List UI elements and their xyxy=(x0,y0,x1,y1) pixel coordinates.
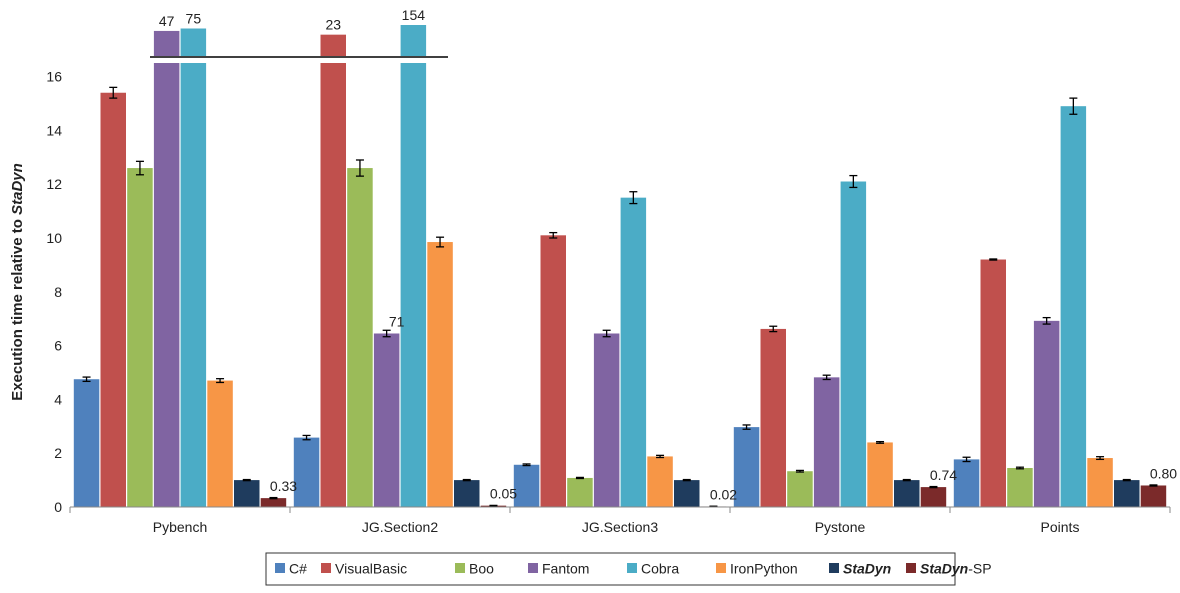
bar xyxy=(1060,106,1087,507)
category-label: JG.Section2 xyxy=(362,519,438,535)
legend-swatch xyxy=(321,563,331,573)
legend-label: Fantom xyxy=(542,561,589,577)
bar xyxy=(867,442,893,507)
bar xyxy=(733,427,760,507)
legend-swatch xyxy=(528,563,538,573)
bar xyxy=(153,63,180,507)
bar xyxy=(620,197,647,507)
legend-swatch xyxy=(716,563,726,573)
truncated-bar-stub xyxy=(180,28,207,56)
bar xyxy=(1033,320,1060,507)
legend-label-suffix: -SP xyxy=(968,561,991,577)
bar xyxy=(1114,480,1140,507)
legend-label: Boo xyxy=(469,561,494,577)
legend-label: StaDyn xyxy=(843,561,891,577)
bar xyxy=(920,487,947,507)
category-label: Points xyxy=(1041,519,1080,535)
y-axis-title-text: Execution time relative to xyxy=(9,219,26,401)
legend-swatch xyxy=(455,563,465,573)
data-label: 47 xyxy=(159,13,175,29)
legend-label: Cobra xyxy=(641,561,679,577)
bar xyxy=(567,477,593,507)
category-label: JG.Section3 xyxy=(582,519,658,535)
y-tick-label: 16 xyxy=(46,69,62,85)
y-tick-label: 12 xyxy=(46,176,62,192)
bar xyxy=(953,459,980,507)
legend-swatch xyxy=(627,563,637,573)
bar xyxy=(674,480,700,507)
data-label: 0.74 xyxy=(930,467,957,483)
bar xyxy=(207,380,233,507)
y-axis-title: Execution time relative to StaDyn xyxy=(9,163,26,401)
category-label: Pybench xyxy=(153,519,207,535)
bars-layer xyxy=(73,63,1167,508)
y-tick-label: 8 xyxy=(54,284,62,300)
bar xyxy=(894,480,920,507)
bar xyxy=(454,480,480,507)
y-tick-label: 14 xyxy=(46,122,62,138)
legend-swatch xyxy=(906,563,916,573)
bar xyxy=(293,437,320,507)
data-label: 71 xyxy=(389,313,405,329)
legend: C# VisualBasic Boo Fantom Cobra IronPython Sta… xyxy=(265,552,992,586)
legend-swatch xyxy=(829,563,839,573)
legend-label: IronPython xyxy=(730,561,798,577)
legend-label-prefix: StaDyn xyxy=(920,561,968,577)
bar xyxy=(540,235,566,507)
data-label: 23 xyxy=(325,17,341,33)
bar xyxy=(1007,467,1033,507)
category-label: Pystone xyxy=(815,519,866,535)
bar xyxy=(1087,458,1113,507)
truncated-bars-layer xyxy=(150,25,448,58)
bar xyxy=(760,328,786,507)
data-label: 154 xyxy=(402,7,426,23)
bar xyxy=(73,379,100,507)
legend-label: C# xyxy=(289,561,307,577)
data-label: 0.02 xyxy=(710,486,737,502)
data-label: 75 xyxy=(186,10,202,26)
y-axis-title-emphasis: StaDyn xyxy=(9,163,26,215)
y-tick-label: 0 xyxy=(54,499,62,515)
bar xyxy=(400,63,427,507)
data-label: 0.05 xyxy=(490,486,517,502)
legend-label: VisualBasic xyxy=(335,561,407,577)
truncated-bar-stub xyxy=(320,34,346,56)
bar xyxy=(813,377,840,507)
annotations-layer: 47 75 0.33 23 71 154 0.05 0.02 0.74 0.80 xyxy=(159,7,1177,502)
bar xyxy=(513,464,540,507)
truncated-bar-stub xyxy=(400,25,427,56)
y-axis: 0 2 4 6 8 10 12 14 16 xyxy=(46,69,62,515)
bar xyxy=(840,181,867,507)
data-label: 0.80 xyxy=(1150,465,1177,481)
y-tick-label: 4 xyxy=(54,391,62,407)
bar xyxy=(980,259,1006,507)
bar xyxy=(787,471,813,507)
bar xyxy=(234,480,260,507)
bar xyxy=(347,168,373,507)
bar xyxy=(100,92,126,508)
bar xyxy=(373,333,400,507)
legend-box xyxy=(265,552,956,586)
legend-label: StaDyn-SP xyxy=(920,561,992,577)
bar xyxy=(427,242,453,507)
y-tick-label: 10 xyxy=(46,230,62,246)
legend-swatch xyxy=(275,563,285,573)
bar xyxy=(260,498,287,507)
bar xyxy=(320,63,346,507)
y-tick-label: 6 xyxy=(54,338,62,354)
data-label: 0.33 xyxy=(270,478,297,494)
truncated-bar-stub xyxy=(153,30,180,56)
bar xyxy=(127,168,153,507)
bar xyxy=(180,63,207,507)
bar xyxy=(593,333,620,507)
x-axis: Pybench JG.Section2 JG.Section3 Pystone Poin… xyxy=(69,506,1171,535)
bar xyxy=(1140,485,1167,507)
y-tick-label: 2 xyxy=(54,445,62,461)
bar xyxy=(647,456,673,507)
